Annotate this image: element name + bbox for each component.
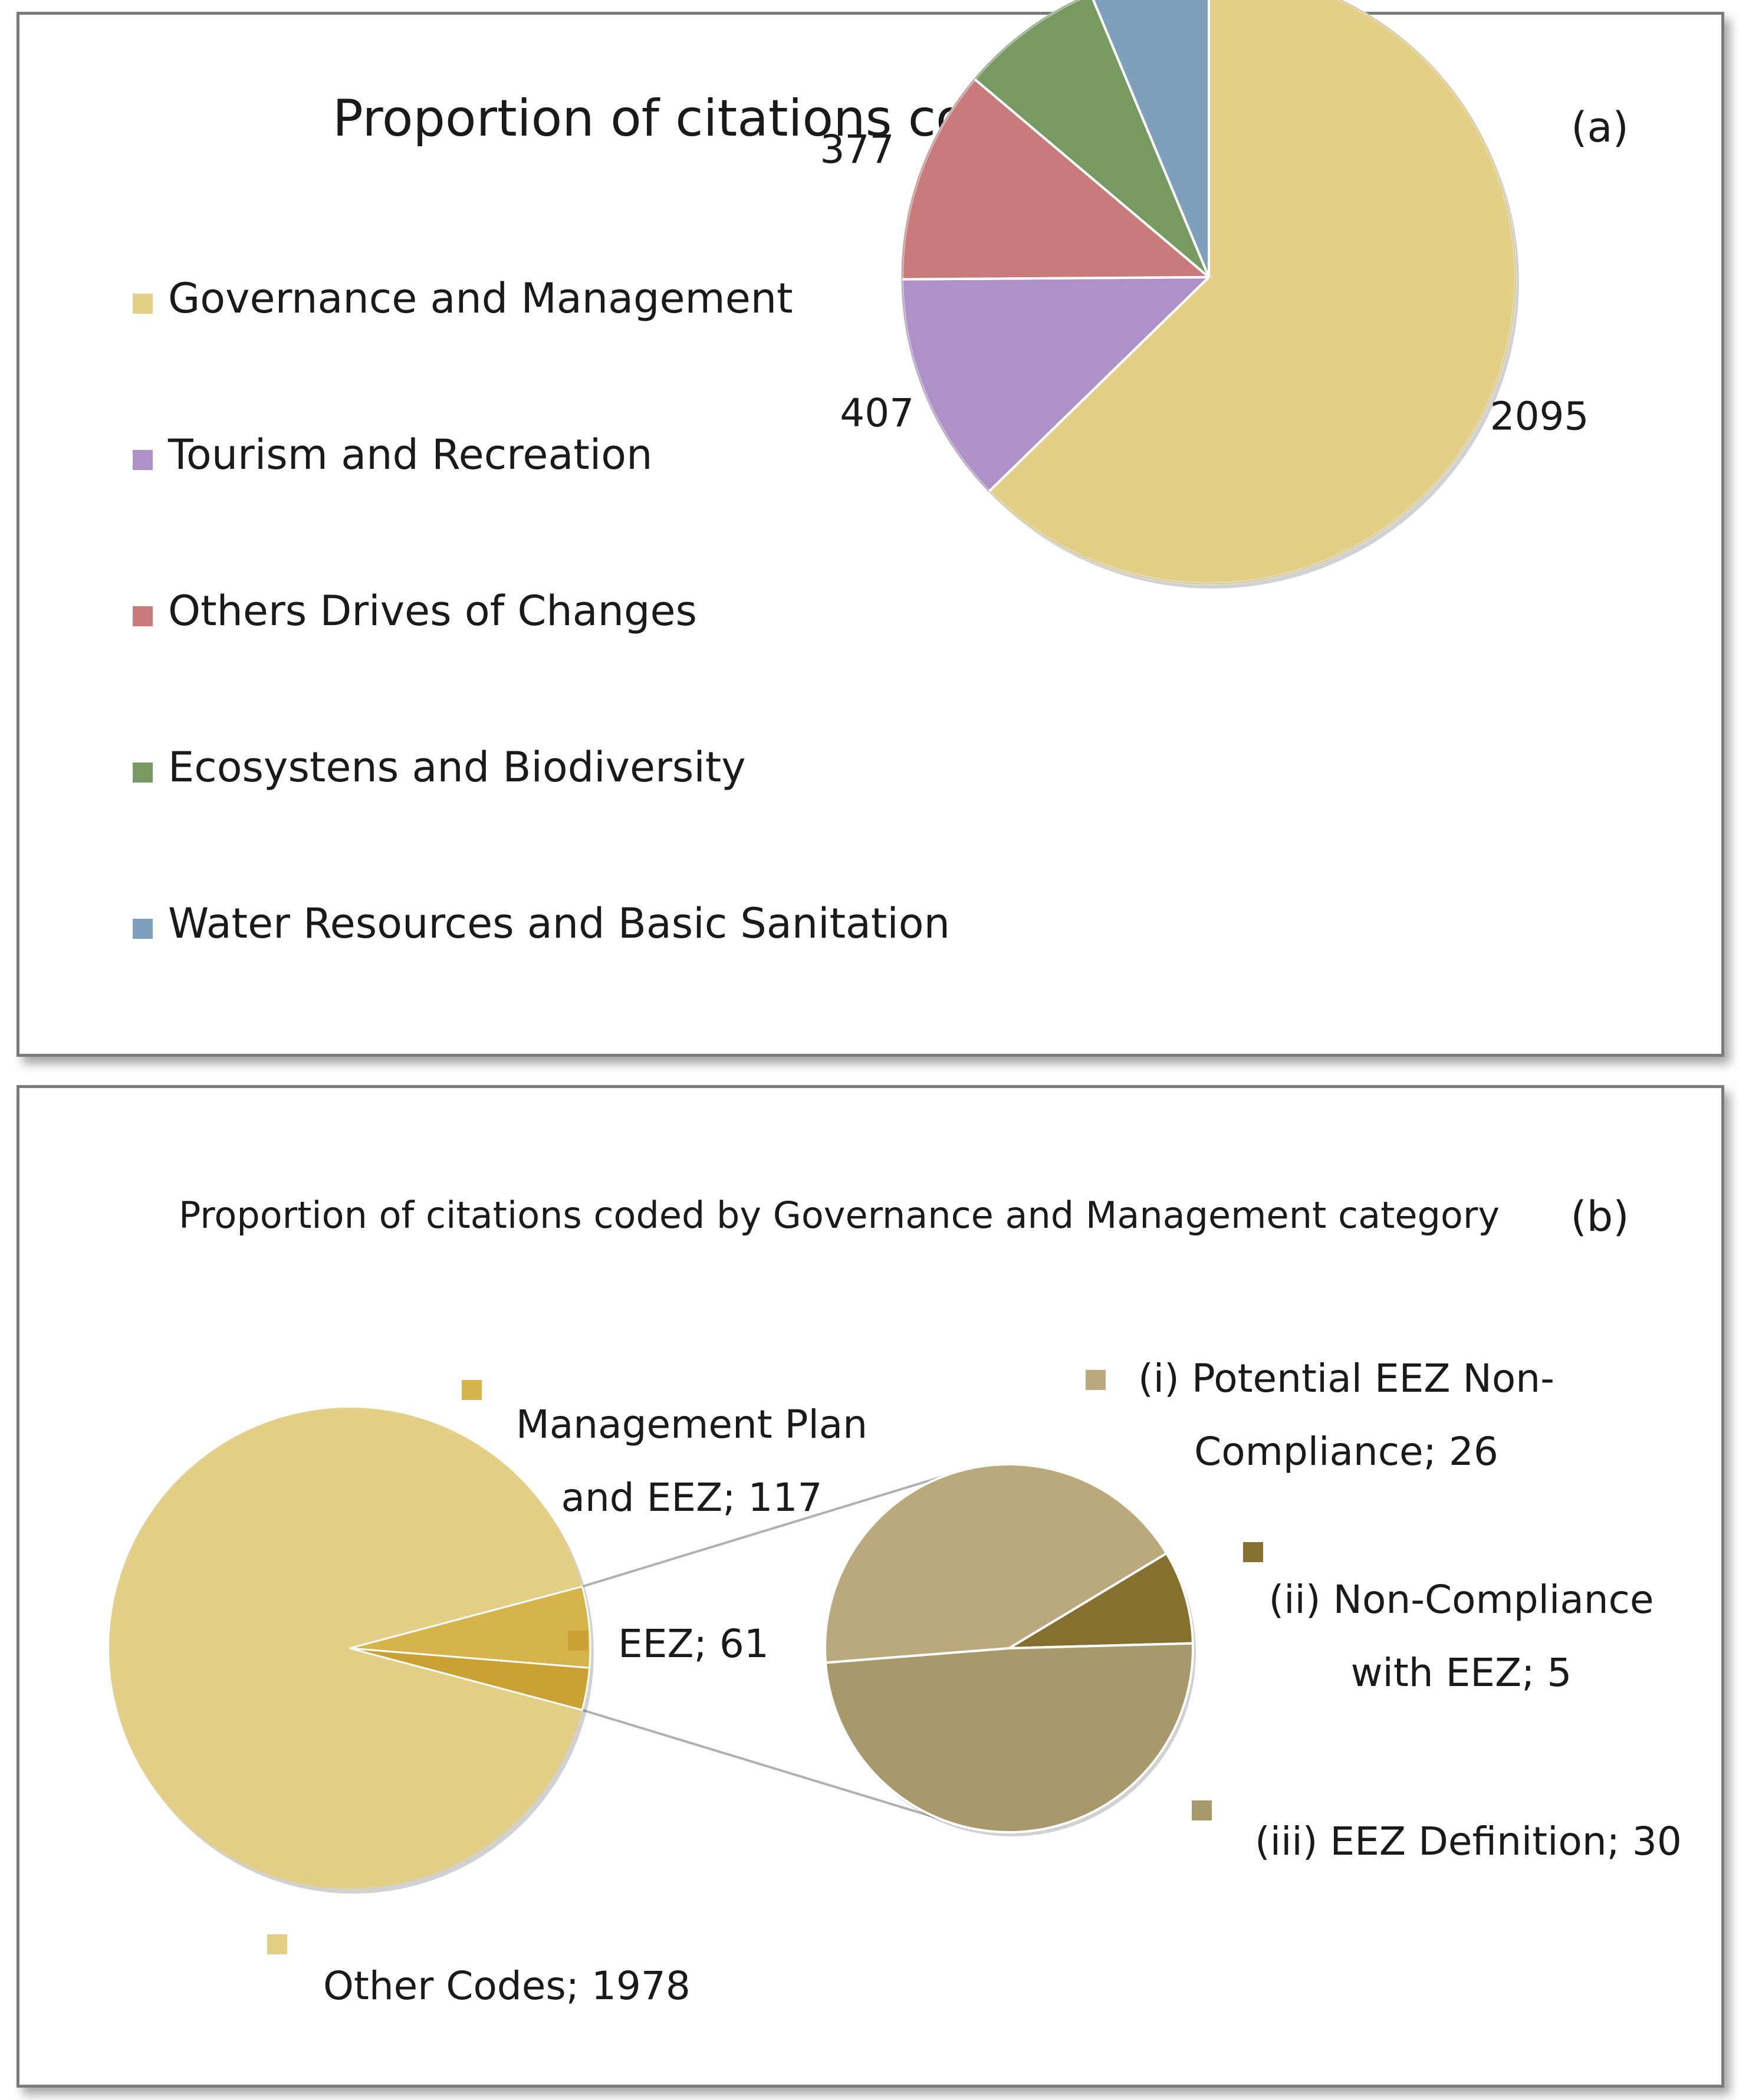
slice-separator	[988, 276, 1210, 492]
main-slice-management-plan-and-eez-117	[349, 1585, 591, 1669]
legend-swatch-governance-and-management	[133, 294, 153, 314]
panel-tag-b: (b)	[1570, 1192, 1629, 1241]
data-label-other-codes-1978: Other Codes; 1978	[323, 1963, 691, 2009]
legend-swatch-others-drives-of-changes	[133, 606, 153, 626]
legend-label-water-resources-and-basic-sanitation: Water Resources and Basic Sanitation	[168, 899, 950, 948]
main-pie	[109, 1408, 594, 1894]
chart-panel-a: Proportion of citations coded by categor…	[17, 0, 1724, 1057]
data-label-iii-eez-definition-30: (iii) EEZ Definition; 30	[1255, 1819, 1682, 1864]
pie-chart-a: Proportion of citations coded by categor…	[133, 0, 1629, 948]
secondary-slice-i-potential-eez-non-compliance-26	[824, 1463, 1169, 1664]
slice-separator	[1092, 0, 1210, 278]
data-label-others-drives-of-changes: 377	[820, 127, 895, 172]
label-key-management-plan-and-eez-117	[462, 1380, 482, 1400]
data-labels-b: Management Plan and EEZ; 117 EEZ; 61 Other …	[267, 1356, 1682, 2009]
main-slice-other-codes-1978	[109, 1408, 583, 1889]
secondary-slice-iii-eez-definition-30	[824, 1642, 1194, 1834]
secondary-slice-ii-non-compliance-with-eez-5	[1004, 1552, 1194, 1650]
pie-slice-rim	[973, 0, 1210, 278]
legend-swatch-tourism-and-recreation	[133, 450, 153, 470]
slice-separator	[902, 276, 1209, 281]
pie-connectors	[581, 1475, 958, 1825]
data-label-eez-61: EEZ; 61	[618, 1621, 769, 1667]
pie-slice-water-resources-and-basic-sanitation	[1092, 0, 1210, 278]
secondary-pie	[824, 1463, 1196, 1836]
chart-title-b: Proportion of citations coded by Governa…	[179, 1194, 1500, 1237]
pie-chart-b: Proportion of citations coded by Governa…	[109, 1192, 1682, 2009]
legend-label-others-drives-of-changes: Others Drives of Changes	[168, 587, 697, 635]
slice-separator	[974, 78, 1210, 278]
slices-a	[900, 0, 1519, 589]
legend-label-ecosystens-and-biodiversity: Ecosystens and Biodiversity	[168, 743, 746, 791]
legend-label-tourism-and-recreation: Tourism and Recreation	[167, 430, 652, 479]
label-key-eez-61	[568, 1631, 588, 1651]
label-key-i-potential-eez-non-compliance-26	[1086, 1370, 1106, 1390]
chart-panel-b: Proportion of citations coded by Governa…	[17, 1085, 1724, 2088]
legend-label-governance-and-management: Governance and Management	[168, 274, 793, 323]
legend-a: Governance and Management Tourism and Rec…	[133, 274, 950, 948]
label-key-ii-non-compliance-with-eez-5	[1243, 1542, 1263, 1562]
pie-slice-rim	[901, 78, 1212, 281]
legend-swatch-ecosystens-and-biodiversity	[133, 763, 153, 783]
data-labels-a: 2095407377252210	[820, 127, 1589, 439]
panel-tag-a: (a)	[1571, 103, 1629, 152]
label-key-iii-eez-definition-30	[1192, 1800, 1212, 1820]
data-label-i-potential-eez-non-compliance-26: (i) Potential EEZ Non-Compliance; 26	[1138, 1356, 1554, 1474]
legend-swatch-water-resources-and-basic-sanitation	[133, 919, 153, 939]
data-label-management-plan-and-eez-117: Management Plan and EEZ; 117	[516, 1402, 867, 1520]
connector-line-top	[581, 1475, 945, 1588]
pie-slice-rim	[988, 0, 1517, 585]
main-slice-eez-61	[349, 1647, 591, 1711]
connector-line-bottom	[581, 1708, 958, 1825]
data-label-tourism-and-recreation: 407	[840, 390, 914, 436]
label-key-other-codes-1978	[267, 1934, 287, 1954]
data-label-governance-and-management: 2095	[1490, 393, 1589, 439]
pie-slice-rim	[901, 276, 1211, 493]
data-label-ii-non-compliance-with-eez-5: (ii) Non-Compliance with EEZ; 5	[1268, 1577, 1653, 1695]
